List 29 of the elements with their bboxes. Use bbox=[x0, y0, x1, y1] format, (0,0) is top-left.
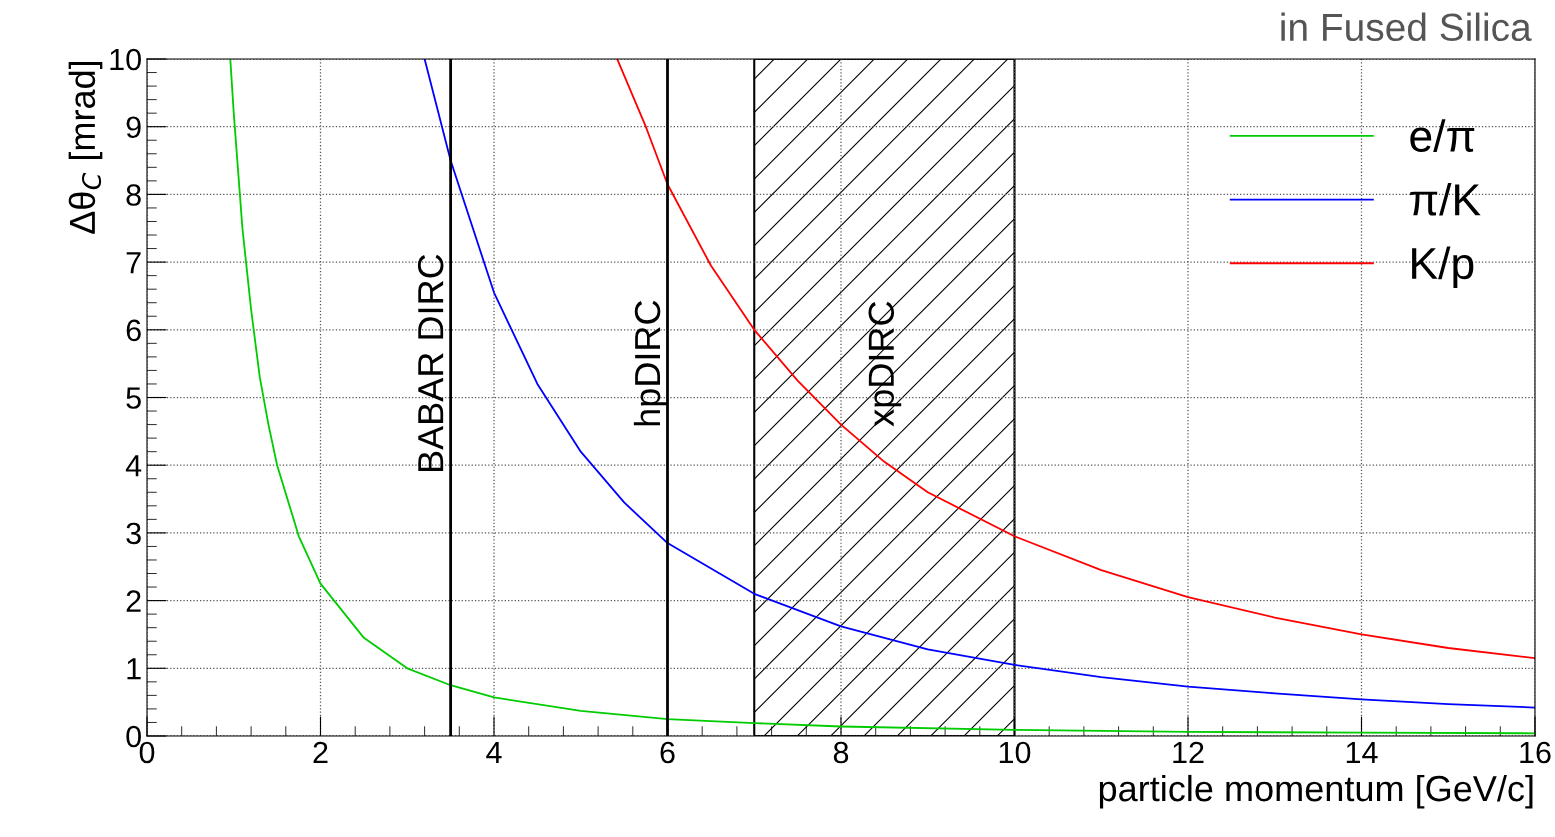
x-tick-label: 4 bbox=[486, 741, 502, 763]
y-tick-label: 2 bbox=[126, 590, 141, 612]
x-tick-label: 10 bbox=[999, 741, 1031, 764]
x-tick-label: 8 bbox=[833, 741, 849, 764]
text: in Fused Silica bbox=[1281, 12, 1532, 42]
y-tick-label: 1 bbox=[127, 658, 141, 680]
ref-line-label: BABAR DIRC bbox=[417, 254, 444, 472]
y-tick-label: 6 bbox=[126, 319, 141, 342]
y-tick-label: 7 bbox=[126, 252, 141, 274]
y-axis-title: Δθ$_{C}$ [mrad] bbox=[68, 61, 103, 234]
y-tick-label: 4 bbox=[125, 455, 142, 477]
y-tick-label: 9 bbox=[126, 116, 141, 139]
band-label: xpDIRC bbox=[868, 301, 902, 427]
y-tick-label: 3 bbox=[126, 522, 141, 545]
y-tick-label: 8 bbox=[126, 184, 141, 206]
y-tick-label: 5 bbox=[126, 387, 141, 409]
legend-label: K/p bbox=[1412, 246, 1474, 289]
x-tick-label: 16 bbox=[1520, 741, 1551, 764]
x-axis-title: particle momentum [GeV/c] bbox=[1099, 774, 1533, 809]
y-tick-label: 10 bbox=[110, 48, 141, 71]
y-tick-label: 0 bbox=[126, 725, 141, 748]
ref-line-label: hpDIRC bbox=[633, 300, 668, 426]
legend-label: e/π bbox=[1410, 119, 1475, 152]
line-series bbox=[616, 59, 1535, 660]
x-tick-label: 14 bbox=[1346, 741, 1378, 763]
x-tick-label: 12 bbox=[1173, 741, 1204, 763]
x-tick-label: 6 bbox=[660, 741, 675, 764]
x-tick-label: 2 bbox=[313, 741, 328, 763]
legend-label: π/K bbox=[1410, 182, 1481, 216]
